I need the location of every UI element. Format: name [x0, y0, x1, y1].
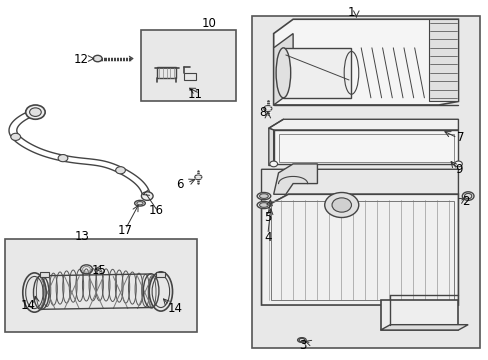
Text: 8: 8 — [259, 106, 266, 120]
Text: 13: 13 — [74, 230, 89, 243]
Polygon shape — [380, 300, 458, 330]
Text: 9: 9 — [455, 163, 462, 176]
Circle shape — [454, 161, 461, 167]
Circle shape — [26, 105, 45, 119]
Ellipse shape — [464, 193, 471, 199]
Polygon shape — [273, 164, 317, 194]
Circle shape — [331, 198, 351, 212]
Polygon shape — [273, 19, 458, 105]
Polygon shape — [261, 169, 458, 208]
Bar — [156, 272, 164, 277]
Polygon shape — [273, 130, 458, 164]
Ellipse shape — [93, 55, 102, 62]
Ellipse shape — [195, 175, 201, 180]
Ellipse shape — [259, 203, 268, 207]
Text: 16: 16 — [148, 204, 163, 217]
Circle shape — [116, 167, 125, 174]
Ellipse shape — [257, 193, 270, 200]
Bar — [5, 239, 197, 332]
Polygon shape — [428, 19, 458, 102]
Text: 11: 11 — [187, 88, 202, 101]
Text: 6: 6 — [176, 178, 183, 191]
Ellipse shape — [461, 192, 473, 201]
Text: 5: 5 — [264, 211, 271, 224]
Text: 2: 2 — [461, 195, 468, 208]
Polygon shape — [283, 48, 351, 98]
Polygon shape — [273, 33, 292, 105]
Text: 12: 12 — [74, 53, 89, 66]
Ellipse shape — [276, 48, 290, 98]
Bar — [251, 16, 479, 348]
Text: 4: 4 — [264, 231, 271, 244]
Polygon shape — [261, 194, 458, 305]
Ellipse shape — [134, 201, 145, 206]
Bar — [141, 30, 236, 102]
Bar — [40, 272, 48, 277]
Ellipse shape — [264, 106, 271, 111]
Circle shape — [269, 161, 277, 167]
Circle shape — [30, 108, 41, 116]
Text: 14: 14 — [20, 299, 36, 312]
Polygon shape — [268, 119, 458, 130]
Text: 10: 10 — [202, 17, 217, 30]
Text: 14: 14 — [167, 302, 183, 315]
Text: 17: 17 — [118, 224, 133, 237]
Circle shape — [324, 193, 358, 217]
Polygon shape — [380, 325, 467, 330]
Circle shape — [58, 154, 68, 162]
Text: 15: 15 — [91, 264, 106, 276]
Text: 7: 7 — [456, 131, 464, 144]
Circle shape — [11, 133, 20, 140]
Ellipse shape — [137, 202, 143, 205]
Text: 3: 3 — [299, 338, 306, 351]
Polygon shape — [268, 128, 273, 166]
Text: 1: 1 — [347, 6, 354, 19]
Polygon shape — [183, 73, 196, 80]
Ellipse shape — [259, 194, 268, 198]
Ellipse shape — [298, 338, 304, 342]
Circle shape — [141, 192, 153, 201]
Ellipse shape — [257, 202, 270, 208]
